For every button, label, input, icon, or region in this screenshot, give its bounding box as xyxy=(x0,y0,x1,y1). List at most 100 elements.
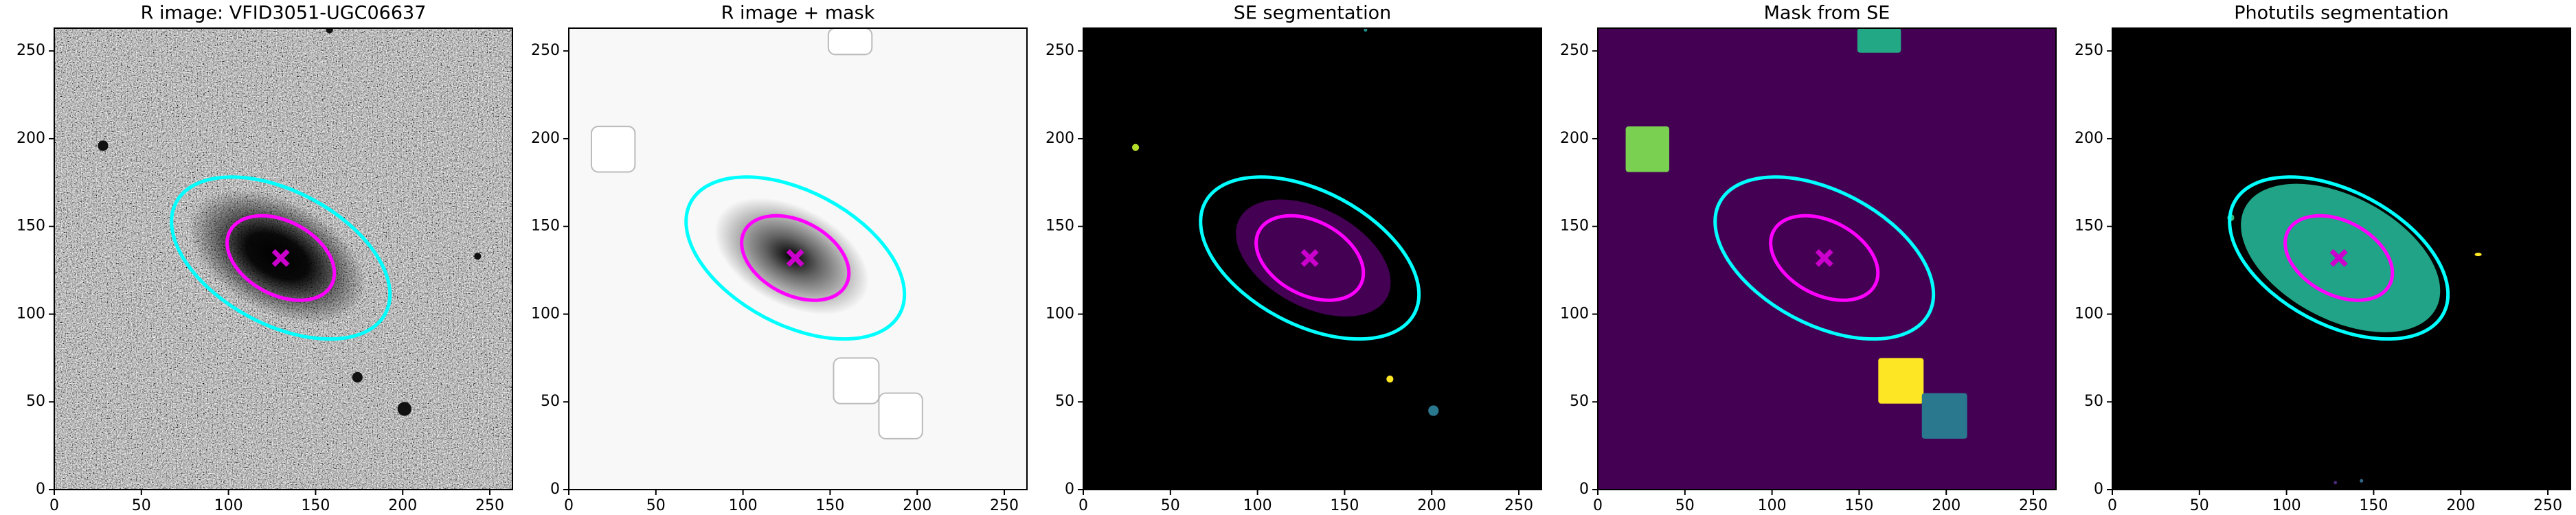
x-tick-label: 200 xyxy=(903,497,931,514)
center-marker xyxy=(271,249,290,267)
aperture-ellipse xyxy=(1199,175,1421,341)
x-tick-label: 100 xyxy=(214,497,243,514)
panel-title: SE segmentation xyxy=(1234,3,1391,24)
x-tick-label: 0 xyxy=(49,497,59,514)
mask-region xyxy=(590,126,636,173)
y-tick-label: 150 xyxy=(531,218,560,235)
panel-title: Photutils segmentation xyxy=(2234,3,2449,24)
x-tick-label: 200 xyxy=(388,497,417,514)
y-tick-label: 0 xyxy=(550,481,560,498)
y-tick-label: 0 xyxy=(1579,481,1589,498)
segment xyxy=(1428,405,1439,416)
y-tick-label: 100 xyxy=(1046,305,1074,322)
mask-region xyxy=(878,392,923,439)
aperture-ellipse xyxy=(1254,214,1366,302)
aperture-ellipse xyxy=(2228,175,2450,341)
x-tick-label: 50 xyxy=(2190,497,2209,514)
center-marker xyxy=(1815,249,1833,267)
y-tick-label: 200 xyxy=(16,130,45,147)
x-tick-label: 0 xyxy=(2108,497,2117,514)
x-tick-label: 50 xyxy=(1675,497,1695,514)
x-tick-label: 100 xyxy=(1758,497,1787,514)
mask-region xyxy=(833,357,880,404)
y-tick-label: 250 xyxy=(2075,42,2103,59)
segment xyxy=(1236,199,1391,317)
y-tick-label: 50 xyxy=(26,393,45,410)
y-tick-label: 150 xyxy=(16,218,45,235)
aperture-ellipse xyxy=(225,214,337,302)
mask-region xyxy=(1921,393,1967,439)
y-tick-label: 100 xyxy=(16,305,45,322)
x-tick-label: 250 xyxy=(475,497,504,514)
y-tick-label: 50 xyxy=(2084,393,2103,410)
panel-title: R image: VFID3051-UGC06637 xyxy=(141,3,427,24)
segment xyxy=(474,253,482,260)
segment xyxy=(98,140,109,151)
y-tick-label: 100 xyxy=(531,305,560,322)
x-tick-label: 150 xyxy=(1844,497,1873,514)
x-tick-label: 100 xyxy=(1243,497,1272,514)
y-tick-label: 250 xyxy=(531,42,560,59)
y-tick-label: 200 xyxy=(1560,130,1589,147)
y-tick-label: 100 xyxy=(2075,305,2103,322)
y-tick-label: 200 xyxy=(531,130,560,147)
x-tick-label: 150 xyxy=(2359,497,2388,514)
segment xyxy=(1132,144,1140,151)
y-tick-label: 200 xyxy=(1046,130,1074,147)
x-tick-label: 100 xyxy=(2272,497,2301,514)
panel xyxy=(2112,28,2571,490)
center-marker xyxy=(1300,249,1319,267)
y-tick-label: 150 xyxy=(2075,218,2103,235)
y-tick-label: 250 xyxy=(16,42,45,59)
y-tick-label: 250 xyxy=(1560,42,1589,59)
mask-region xyxy=(1857,28,1901,53)
segment xyxy=(326,28,333,34)
aperture-ellipse xyxy=(740,214,851,302)
center-marker xyxy=(786,249,804,267)
segment xyxy=(2360,479,2364,483)
y-tick-label: 150 xyxy=(1046,218,1074,235)
segment xyxy=(1364,28,1368,32)
aperture-ellipse xyxy=(1769,214,1880,302)
y-tick-label: 100 xyxy=(1560,305,1589,322)
x-tick-label: 150 xyxy=(301,497,330,514)
axes-frame xyxy=(1083,27,1542,490)
panel xyxy=(54,28,512,490)
segment xyxy=(397,402,411,416)
axes-frame xyxy=(2112,27,2571,490)
panel xyxy=(1083,28,1541,490)
x-tick-label: 0 xyxy=(564,497,574,514)
x-tick-label: 0 xyxy=(1078,497,1088,514)
x-tick-label: 150 xyxy=(815,497,844,514)
x-tick-label: 200 xyxy=(1932,497,1961,514)
x-tick-label: 200 xyxy=(2446,497,2475,514)
segment xyxy=(1386,375,1394,383)
axes-frame xyxy=(568,27,1028,490)
y-tick-label: 0 xyxy=(1065,481,1074,498)
axes-frame xyxy=(54,27,513,490)
aperture-ellipse xyxy=(170,175,392,341)
y-tick-label: 0 xyxy=(36,481,45,498)
mask-region xyxy=(1878,358,1924,404)
y-tick-label: 50 xyxy=(1055,393,1074,410)
mask-region xyxy=(827,28,873,56)
x-tick-label: 250 xyxy=(2019,497,2048,514)
segment xyxy=(2334,481,2338,485)
aperture-ellipse xyxy=(1713,175,1936,341)
segment xyxy=(352,371,363,383)
y-tick-label: 250 xyxy=(1046,42,1074,59)
x-tick-label: 150 xyxy=(1330,497,1359,514)
panel xyxy=(1598,28,2056,490)
mask-region xyxy=(1625,126,1669,172)
x-tick-label: 100 xyxy=(729,497,758,514)
panel xyxy=(569,28,1027,490)
y-tick-label: 50 xyxy=(541,393,560,410)
x-tick-label: 200 xyxy=(1417,497,1446,514)
aperture-ellipse xyxy=(684,175,907,341)
center-marker xyxy=(2329,249,2348,267)
y-tick-label: 50 xyxy=(1570,393,1589,410)
y-tick-label: 0 xyxy=(2094,481,2103,498)
y-tick-label: 150 xyxy=(1560,218,1589,235)
x-tick-label: 250 xyxy=(2533,497,2562,514)
